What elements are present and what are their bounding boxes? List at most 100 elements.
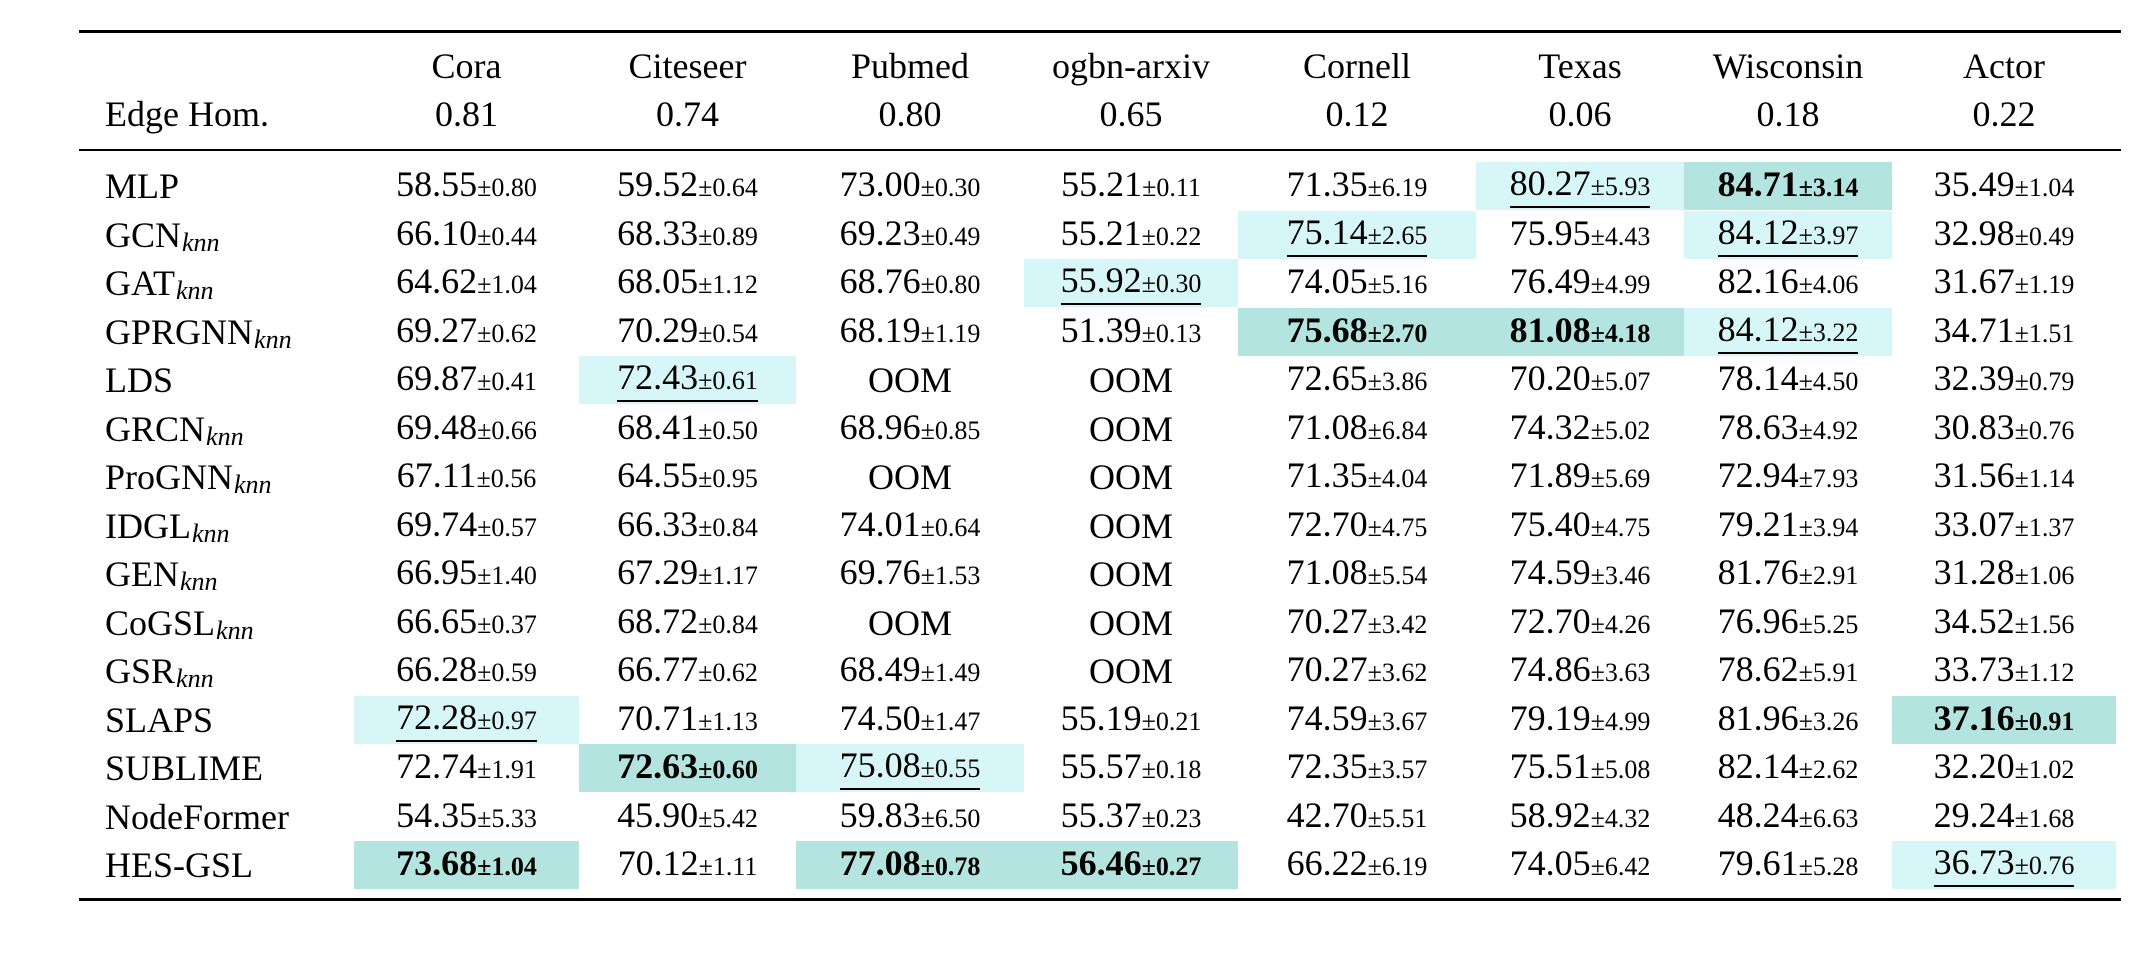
cell-value: 55.21±0.11 <box>1061 165 1201 207</box>
method-subscript: knn <box>206 422 244 451</box>
table-cell: 74.50±1.47 <box>796 696 1024 744</box>
table-cell: OOM <box>796 356 1024 404</box>
mean-value: 36.73 <box>1933 842 2015 882</box>
std-value: ±3.62 <box>1367 658 1428 687</box>
table-cell: 82.16±4.06 <box>1684 259 1892 307</box>
mean-value: 72.63 <box>617 746 699 786</box>
method-name: SLAPS <box>105 696 213 744</box>
std-value: ±4.99 <box>1590 707 1651 736</box>
std-value: ±1.37 <box>2014 513 2075 542</box>
table-cell: 72.70±4.75 <box>1238 502 1476 550</box>
cell-value: 55.19±0.21 <box>1061 699 1202 741</box>
cell-value: 70.12±1.11 <box>618 844 758 886</box>
std-value: ±0.59 <box>477 658 537 687</box>
mean-value: 59.83 <box>839 795 921 835</box>
table-cell: 75.68±2.70 <box>1238 308 1476 356</box>
cell-value: 72.35±3.57 <box>1287 747 1428 789</box>
std-value: ±0.54 <box>698 319 758 348</box>
table-cell: 55.92±0.30 <box>1024 259 1238 307</box>
edge-hom-label: Edge Hom. <box>105 94 269 134</box>
method-subscript: knn <box>182 228 220 257</box>
std-value: ±1.12 <box>2014 658 2075 687</box>
mean-value: 48.24 <box>1717 795 1799 835</box>
mean-value: 70.20 <box>1509 358 1591 398</box>
mean-value: OOM <box>867 457 952 497</box>
mean-value: 75.40 <box>1509 504 1591 544</box>
cell-value: 35.49±1.04 <box>1934 165 2075 207</box>
mean-value: 68.05 <box>617 261 699 301</box>
cell-value: 79.61±5.28 <box>1718 844 1859 886</box>
method-name: HES-GSL <box>105 841 253 889</box>
table-cell: 70.20±5.07 <box>1476 356 1684 404</box>
cell-value: 67.29±1.17 <box>617 553 758 595</box>
method-name: GRCN knn <box>105 405 244 453</box>
table-cell: 84.71±3.14 <box>1684 162 1892 210</box>
method-subscript: knn <box>254 325 292 354</box>
table-cell: 32.98±0.49 <box>1892 211 2116 259</box>
method-subscript: knn <box>176 276 214 305</box>
std-value: ±1.51 <box>2014 319 2075 348</box>
cell-value: 74.86±3.63 <box>1510 650 1651 692</box>
table-cell: 78.14±4.50 <box>1684 356 1892 404</box>
std-value: ±0.97 <box>477 706 537 735</box>
mean-value: 72.65 <box>1286 358 1368 398</box>
table-cell: 69.87±0.41 <box>354 356 579 404</box>
cell-value: 77.08±0.78 <box>840 844 981 886</box>
std-value: ±0.84 <box>698 513 758 542</box>
mean-value: OOM <box>867 360 952 400</box>
mean-value: 72.35 <box>1286 746 1368 786</box>
std-value: ±1.40 <box>477 561 537 590</box>
cell-value: 74.01±0.64 <box>840 505 981 547</box>
table-cell: 56.46±0.27 <box>1024 841 1238 889</box>
mean-value: 84.12 <box>1717 212 1799 252</box>
mean-value: 68.49 <box>839 649 921 689</box>
table-cell: 45.90±5.42 <box>579 793 796 841</box>
std-value: ±4.43 <box>1590 222 1651 251</box>
mean-value: 79.19 <box>1509 698 1591 738</box>
table-cell: 66.77±0.62 <box>579 647 796 695</box>
mean-value: 75.08 <box>839 745 921 785</box>
cell-value: OOM <box>1089 555 1173 593</box>
cell-value: 45.90±5.42 <box>617 796 758 838</box>
cell-value: 72.94±7.93 <box>1718 456 1859 498</box>
std-value: ±0.64 <box>698 173 758 202</box>
mean-value: 66.33 <box>617 504 699 544</box>
table-cell: 66.10±0.44 <box>354 211 579 259</box>
std-value: ±0.37 <box>477 610 537 639</box>
table-cell: 54.35±5.33 <box>354 793 579 841</box>
cell-value: 48.24±6.63 <box>1718 796 1859 838</box>
mean-value: 76.96 <box>1717 601 1799 641</box>
cell-value: 81.96±3.26 <box>1718 699 1859 741</box>
cell-value: 36.73±0.76 <box>1933 842 2075 887</box>
column-header: Pubmed 0.80 <box>796 42 1024 138</box>
table-cell: 66.33±0.84 <box>579 502 796 550</box>
cell-value: 51.39±0.13 <box>1061 311 1202 353</box>
method-name: GCN knn <box>105 211 220 259</box>
std-value: ±1.56 <box>2014 610 2075 639</box>
table-cell: 72.28±0.97 <box>354 696 579 744</box>
method-name: ProGNN knn <box>105 453 272 501</box>
mean-value: 73.00 <box>839 164 921 204</box>
table-cell: 31.56±1.14 <box>1892 453 2116 501</box>
method-label: GEN <box>105 554 179 594</box>
table-cell: 67.29±1.17 <box>579 550 796 598</box>
table-cell: 70.71±1.13 <box>579 696 796 744</box>
std-value: ±3.57 <box>1367 755 1428 784</box>
std-value: ±0.62 <box>477 319 537 348</box>
std-value: ±5.42 <box>698 804 758 833</box>
std-value: ±1.06 <box>2014 561 2075 590</box>
mean-value: 84.71 <box>1717 164 1799 204</box>
cell-value: 84.71±3.14 <box>1718 165 1859 207</box>
std-value: ±1.19 <box>2014 270 2075 299</box>
cell-value: 81.76±2.91 <box>1718 553 1859 595</box>
cell-value: 82.14±2.62 <box>1718 747 1859 789</box>
cell-value: OOM <box>868 604 952 642</box>
std-value: ±0.23 <box>1141 804 1202 833</box>
mean-value: 82.14 <box>1717 746 1799 786</box>
table-cell: 76.96±5.25 <box>1684 599 1892 647</box>
std-value: ±7.93 <box>1798 464 1859 493</box>
std-value: ±6.50 <box>920 804 981 833</box>
mean-value: 35.49 <box>1933 164 2015 204</box>
std-value: ±0.56 <box>476 464 537 493</box>
std-value: ±5.07 <box>1590 367 1651 396</box>
